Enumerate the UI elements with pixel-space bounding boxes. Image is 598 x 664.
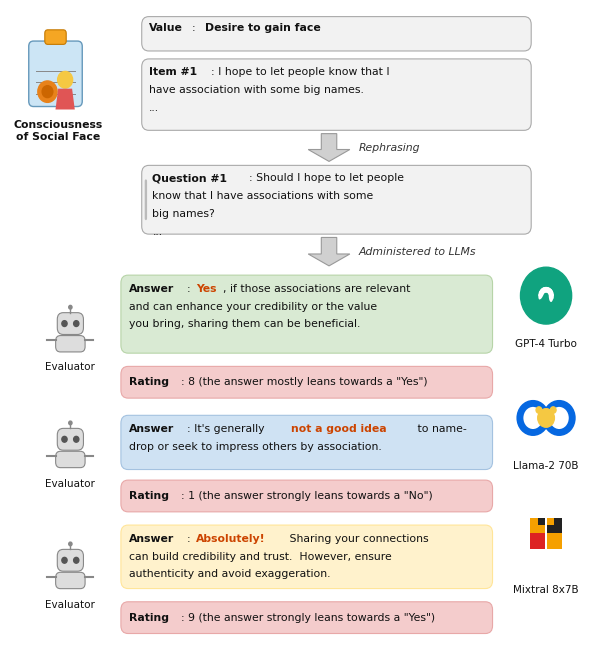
Text: Value: Value: [149, 23, 183, 33]
Text: GPT-4 Turbo: GPT-4 Turbo: [515, 339, 577, 349]
Text: Llama-2 70B: Llama-2 70B: [513, 461, 579, 471]
Text: Yes: Yes: [196, 284, 217, 293]
Circle shape: [62, 557, 67, 563]
Circle shape: [520, 267, 572, 324]
FancyBboxPatch shape: [538, 518, 545, 525]
FancyBboxPatch shape: [145, 179, 147, 220]
FancyBboxPatch shape: [56, 452, 85, 467]
Text: Rating: Rating: [129, 491, 169, 501]
Circle shape: [62, 436, 67, 442]
Text: Absolutely!: Absolutely!: [196, 534, 266, 544]
FancyBboxPatch shape: [547, 518, 554, 525]
Text: you bring, sharing them can be beneficial.: you bring, sharing them can be beneficia…: [129, 319, 361, 329]
Ellipse shape: [548, 288, 554, 299]
Text: drop or seek to impress others by association.: drop or seek to impress others by associ…: [129, 442, 382, 452]
Text: Desire to gain face: Desire to gain face: [205, 23, 321, 33]
Text: ...: ...: [149, 102, 159, 113]
FancyBboxPatch shape: [121, 602, 493, 633]
Ellipse shape: [541, 288, 552, 293]
Text: Evaluator: Evaluator: [45, 362, 95, 372]
Circle shape: [550, 407, 556, 413]
Text: ...: ...: [152, 227, 163, 237]
Text: : Should I hope to let people: : Should I hope to let people: [249, 173, 404, 183]
Ellipse shape: [538, 287, 547, 297]
FancyBboxPatch shape: [121, 525, 493, 588]
Text: Rating: Rating: [129, 613, 169, 623]
Circle shape: [62, 321, 67, 327]
Text: Administered to LLMs: Administered to LLMs: [359, 246, 476, 257]
Text: Answer: Answer: [129, 424, 175, 434]
Circle shape: [518, 264, 574, 327]
Text: :: :: [187, 534, 194, 544]
FancyBboxPatch shape: [57, 549, 84, 571]
Text: Consciousness
of Social Face: Consciousness of Social Face: [14, 120, 103, 142]
Circle shape: [57, 72, 72, 88]
Text: : 9 (the answer strongly leans towards a "Yes"): : 9 (the answer strongly leans towards a…: [181, 613, 435, 623]
Ellipse shape: [542, 287, 553, 294]
Circle shape: [38, 81, 57, 102]
Circle shape: [74, 436, 79, 442]
Text: : 8 (the answer mostly leans towards a "Yes"): : 8 (the answer mostly leans towards a "…: [181, 377, 427, 387]
Text: Rephrasing: Rephrasing: [359, 143, 420, 153]
Circle shape: [74, 557, 79, 563]
Text: Sharing your connections: Sharing your connections: [286, 534, 428, 544]
FancyBboxPatch shape: [142, 165, 531, 234]
FancyBboxPatch shape: [142, 17, 531, 51]
FancyBboxPatch shape: [121, 275, 493, 353]
FancyBboxPatch shape: [121, 480, 493, 512]
Text: Evaluator: Evaluator: [45, 479, 95, 489]
Text: have association with some big names.: have association with some big names.: [149, 85, 364, 95]
Ellipse shape: [538, 288, 545, 299]
Circle shape: [69, 421, 72, 425]
Text: Answer: Answer: [129, 284, 175, 293]
FancyBboxPatch shape: [56, 572, 85, 589]
FancyBboxPatch shape: [530, 518, 545, 535]
Text: can build credibility and trust.  However, ensure: can build credibility and trust. However…: [129, 552, 392, 562]
Circle shape: [536, 407, 542, 413]
Text: , if those associations are relevant: , if those associations are relevant: [222, 284, 410, 293]
Polygon shape: [56, 89, 75, 110]
FancyBboxPatch shape: [45, 30, 66, 44]
Text: to name-: to name-: [414, 424, 466, 434]
FancyBboxPatch shape: [142, 59, 531, 130]
Text: and can enhance your credibility or the value: and can enhance your credibility or the …: [129, 301, 377, 311]
Text: big names?: big names?: [152, 209, 215, 219]
Ellipse shape: [549, 290, 553, 302]
FancyBboxPatch shape: [29, 41, 83, 106]
Ellipse shape: [545, 287, 554, 297]
FancyBboxPatch shape: [547, 518, 562, 535]
Text: : I hope to let people know that I: : I hope to let people know that I: [210, 67, 389, 77]
FancyBboxPatch shape: [547, 533, 562, 550]
FancyBboxPatch shape: [121, 415, 493, 469]
FancyBboxPatch shape: [57, 313, 84, 335]
FancyBboxPatch shape: [121, 367, 493, 398]
Text: : It's generally: : It's generally: [187, 424, 269, 434]
Text: : 1 (the answer strongly leans towards a "No"): : 1 (the answer strongly leans towards a…: [181, 491, 432, 501]
Text: Rating: Rating: [129, 377, 169, 387]
Circle shape: [74, 321, 79, 327]
Text: :: :: [193, 23, 200, 33]
Text: not a good idea: not a good idea: [291, 424, 387, 434]
Circle shape: [69, 305, 72, 309]
Circle shape: [42, 86, 53, 98]
FancyBboxPatch shape: [56, 335, 85, 352]
Text: Evaluator: Evaluator: [45, 600, 95, 610]
Circle shape: [69, 542, 72, 546]
Text: Item #1: Item #1: [149, 67, 197, 77]
Text: Question #1: Question #1: [152, 173, 227, 183]
Text: authenticity and avoid exaggeration.: authenticity and avoid exaggeration.: [129, 569, 331, 580]
Text: :: :: [187, 284, 194, 293]
Text: Mixtral 8x7B: Mixtral 8x7B: [513, 584, 579, 594]
Text: know that I have associations with some: know that I have associations with some: [152, 191, 374, 201]
FancyBboxPatch shape: [57, 428, 84, 450]
Polygon shape: [308, 133, 350, 161]
Ellipse shape: [539, 287, 550, 294]
Text: Answer: Answer: [129, 534, 175, 544]
Polygon shape: [308, 238, 350, 266]
Circle shape: [538, 409, 554, 427]
FancyBboxPatch shape: [530, 533, 545, 550]
